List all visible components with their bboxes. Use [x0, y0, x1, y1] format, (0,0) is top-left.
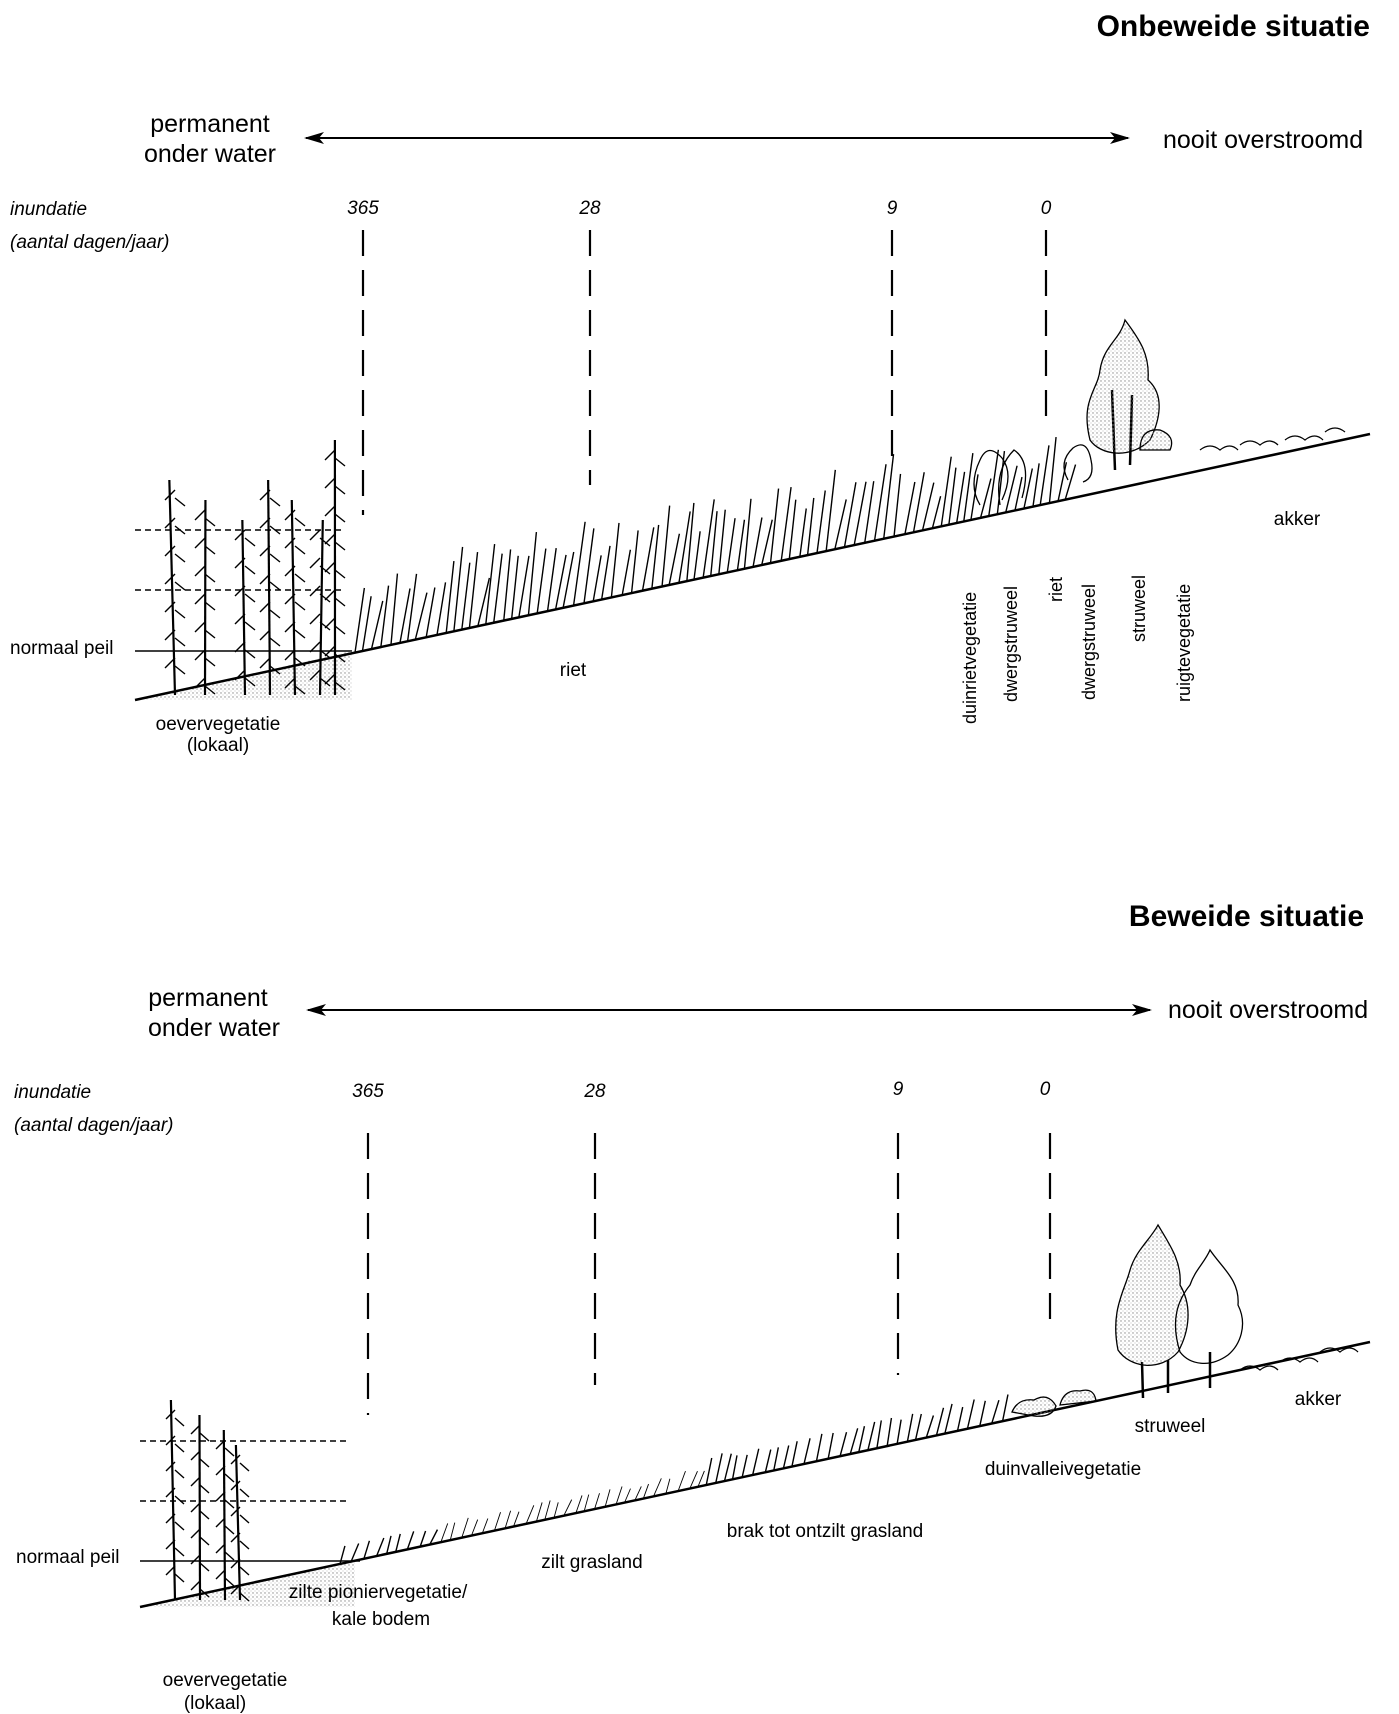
- inundation-label-line1: inundatie: [10, 199, 87, 220]
- vzone-duinrietvegetatie: duinrietvegetatie: [960, 592, 980, 724]
- zone-labels: oevervegetatie (lokaal) zilte pionierveg…: [163, 1389, 1342, 1714]
- zone-duinvalleivegetatie: duinvalleivegetatie: [985, 1459, 1141, 1480]
- zone-struweel: struweel: [1135, 1416, 1206, 1437]
- gradient-left-line2: onder water: [148, 1014, 280, 1042]
- zone-akker: akker: [1274, 509, 1321, 530]
- inundation-mark-9: 9: [893, 1079, 904, 1100]
- vzone-struweel: struweel: [1129, 575, 1149, 642]
- inundation-mark-0: 0: [1040, 1079, 1051, 1100]
- gradient-right-label: nooit overstroomd: [1168, 996, 1368, 1024]
- gradient-right-label: nooit overstroomd: [1163, 126, 1363, 154]
- zone-labels: oevervegetatie (lokaal) riet akker: [156, 509, 1321, 756]
- vzone-ruigtevegetatie: ruigtevegetatie: [1174, 584, 1194, 702]
- gradient-left-line2: onder water: [144, 140, 276, 168]
- zone-oevervegetatie-line2: (lokaal): [187, 735, 249, 756]
- zone-riet: riet: [560, 660, 587, 681]
- zone-zilt-grasland: zilt grasland: [541, 1552, 642, 1573]
- gradient-left-line1: permanent: [150, 110, 270, 138]
- inundation-mark-9: 9: [887, 198, 898, 219]
- vzone-dwergstruweel-2: dwergstruweel: [1079, 584, 1099, 700]
- grassland-vegetation-illustration: [339, 1394, 1009, 1565]
- inundation-mark-365: 365: [352, 1081, 384, 1102]
- inundation-mark-28: 28: [583, 1081, 606, 1102]
- inundation-label-line1: inundatie: [14, 1082, 91, 1103]
- vertical-zone-labels: duinrietvegetatie dwergstruweel riet dwe…: [960, 575, 1194, 724]
- zone-oevervegetatie-line2: (lokaal): [184, 1693, 246, 1714]
- water-level-label: normaal peil: [10, 638, 114, 659]
- inundation-mark-28: 28: [578, 198, 601, 219]
- ground-slope: [139, 1340, 1371, 1609]
- panel-beweide: Beweide situatie permanent onder water n…: [14, 900, 1371, 1714]
- zone-akker: akker: [1295, 1389, 1342, 1410]
- zone-oevervegetatie-line1: oevervegetatie: [163, 1670, 288, 1691]
- bank-vegetation-illustration: [165, 1399, 250, 1602]
- vzone-riet: riet: [1046, 577, 1066, 602]
- water-level-label: normaal peil: [16, 1547, 120, 1568]
- inundation-marks: 365 28 9 0: [352, 1079, 1052, 1415]
- ground-slope: [134, 432, 1371, 702]
- inundation-label-line2: (aantal dagen/jaar): [10, 232, 170, 253]
- gradient-arrow: permanent onder water nooit overstroomd: [148, 984, 1368, 1042]
- zone-zilte-pioniervegetatie-line2: kale bodem: [332, 1609, 430, 1630]
- zone-brak-tot-ontzilt-grasland: brak tot ontzilt grasland: [727, 1521, 923, 1542]
- gradient-arrow: permanent onder water nooit overstroomd: [144, 110, 1363, 168]
- inundation-mark-0: 0: [1041, 198, 1052, 219]
- panel-title: Beweide situatie: [1129, 900, 1364, 933]
- inundation-label-line2: (aantal dagen/jaar): [14, 1115, 174, 1136]
- gradient-left-line1: permanent: [148, 984, 268, 1012]
- inundation-mark-365: 365: [347, 198, 379, 219]
- vzone-dwergstruweel-1: dwergstruweel: [1001, 586, 1021, 702]
- shrub-and-tree-illustration: [973, 318, 1346, 506]
- zone-oevervegetatie-line1: oevervegetatie: [156, 714, 281, 735]
- zone-zilte-pioniervegetatie-line1: zilte pioniervegetatie/: [289, 1582, 468, 1603]
- reed-vegetation-illustration: [354, 436, 1077, 653]
- bank-vegetation-illustration: [164, 439, 346, 696]
- inundation-marks: 365 28 9 0: [347, 198, 1052, 515]
- panel-onbeweide: Onbeweide situatie permanent onder water…: [10, 10, 1371, 756]
- shrub-and-tree-illustration: [1011, 1223, 1359, 1417]
- panel-title: Onbeweide situatie: [1097, 10, 1370, 43]
